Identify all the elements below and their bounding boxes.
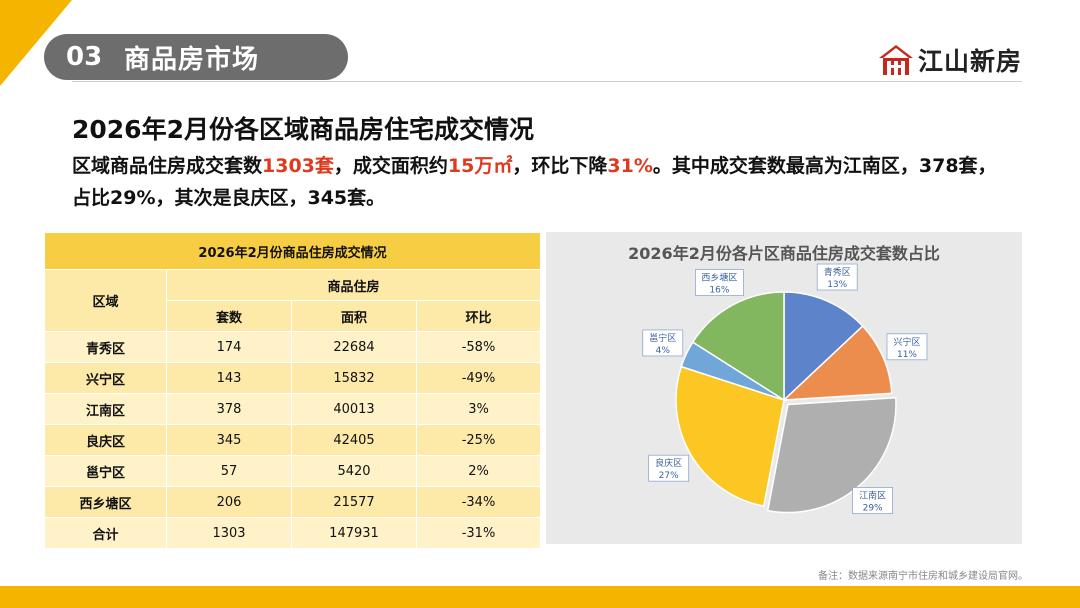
col-header-area: 面积 [291,300,417,332]
pie-label-category: 江南区 [859,490,886,502]
summary-part: ，成交面积约 [333,155,448,177]
cell-region: 邕宁区 [44,455,167,487]
col-group-header: 商品住房 [165,269,542,301]
summary-highlight-area: 15万㎡ [447,155,513,177]
pie-chart: 青秀区 13% 兴宁区 11% 江南区 29% 良庆区 27% 邕宁区 4% 西乡塘区 16% [642,263,928,514]
cell-area: 15832 [291,362,417,394]
cell-region: 良庆区 [44,424,167,456]
table-row: 良庆区 345 42405 -25% [44,424,542,456]
table-row: 江南区 378 40013 3% [44,393,542,425]
cell-units: 1303 [166,517,292,549]
cell-units: 378 [166,393,292,425]
table-row-total: 合计 1303 147931 -31% [44,517,542,549]
cell-area: 42405 [291,424,417,456]
pie-label: 邕宁区 4% [642,329,684,357]
header-divider [72,81,1022,82]
summary-part: 区域商品住房成交套数 [72,155,263,177]
pie-label-category: 青秀区 [824,266,851,278]
section-number: 03 [66,42,103,72]
cell-region: 江南区 [44,393,167,425]
pie-slice [691,291,785,402]
house-logo-icon [878,45,913,75]
chart-title: 2026年2月份各片区商品住房成交套数占比 [628,244,940,263]
pie-label-category: 兴宁区 [893,336,920,348]
pie-label-value: 27% [659,471,679,481]
table-row: 西乡塘区 206 21577 -34% [44,486,542,518]
pie-label: 兴宁区 11% [886,333,928,361]
pie-slice [766,396,897,514]
cell-mom: -58% [415,331,542,363]
pie-label-value: 11% [897,350,917,360]
col-header-mom: 环比 [415,300,542,332]
pie-label-category: 良庆区 [655,457,682,469]
footer-bar [0,586,1080,608]
cell-units: 174 [166,331,292,363]
pie-label: 良庆区 27% [648,454,690,482]
table-caption: 2026年2月份商品住房成交情况 [43,232,542,270]
table-row: 兴宁区 143 15832 -49% [44,362,542,394]
cell-mom: -49% [415,362,542,394]
summary-text: 区域商品住房成交套数1303套，成交面积约15万㎡，环比下降31%。其中成交套数… [72,150,1012,214]
summary-part: ，环比下降 [512,155,608,177]
cell-region: 兴宁区 [44,362,167,394]
cell-mom: 3% [415,393,542,425]
cell-region: 青秀区 [44,331,167,363]
cell-area: 21577 [291,486,417,518]
pie-label-value: 16% [709,286,729,296]
pie-chart-panel: 2026年2月份各片区商品住房成交套数占比 青秀区 13% 兴宁区 11% 江南区 29%… [546,232,1022,544]
table-row: 青秀区 174 22684 -58% [44,331,542,363]
logo-text: 江山新房 [917,47,1022,76]
brand-logo: 江山新房 [878,42,1022,78]
cell-mom: -31% [415,517,542,549]
cell-area: 5420 [291,455,417,487]
pie-label-category: 邕宁区 [649,332,676,344]
summary-highlight-mom: 31% [607,155,653,177]
page-title: 2026年2月份各区域商品房住宅成交情况 [72,115,534,144]
cell-units: 57 [166,455,292,487]
pie-slice [783,291,864,402]
cell-units: 345 [166,424,292,456]
cell-mom: 2% [415,455,542,487]
pie-label: 西乡塘区 16% [695,269,744,296]
table-row: 邕宁区 57 5420 2% [44,455,542,487]
section-name: 商品房市场 [124,44,260,75]
transaction-table: 2026年2月份商品住房成交情况 区域 商品住房 套数 面积 环比 青秀区 17… [43,232,542,549]
source-note: 备注：数据来源南宁市住房和城乡建设局官网。 [818,571,1028,582]
summary-highlight-units: 1303套 [262,155,334,177]
cell-mom: -34% [415,486,542,518]
summary-part: 。其中成交套数最高为江南区，378套，占比29%，其次是良庆区，345套。 [72,155,997,209]
cell-area: 147931 [291,517,417,549]
pie-slice [675,365,785,507]
cell-units: 143 [166,362,292,394]
section-header: 03 商品房市场 [44,34,348,80]
pie-label-value: 13% [827,280,847,290]
col-header-units: 套数 [166,300,292,332]
pie-label: 青秀区 13% [816,263,858,291]
pie-label: 江南区 29% [852,487,894,514]
cell-units: 206 [166,486,292,518]
cell-region: 西乡塘区 [44,486,167,518]
cell-area: 22684 [291,331,417,363]
pie-label-category: 西乡塘区 [701,272,737,284]
pie-label-value: 29% [863,504,883,514]
pie-slice [781,325,893,401]
col-header-region: 区域 [44,269,167,332]
cell-area: 40013 [291,393,417,425]
cell-mom: -25% [415,424,542,456]
cell-region: 合计 [44,517,167,549]
pie-label-value: 4% [656,346,671,356]
